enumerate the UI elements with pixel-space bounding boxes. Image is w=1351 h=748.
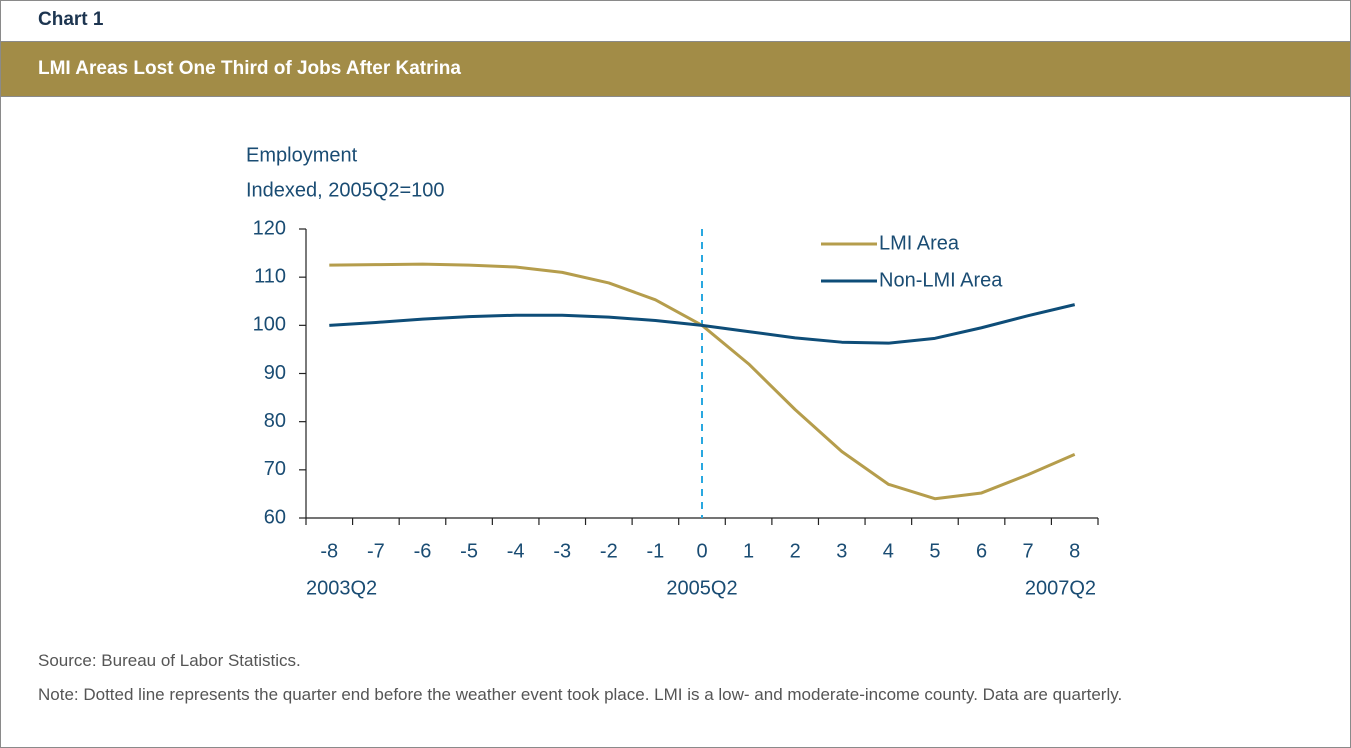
y-tick-label: 90 [264, 362, 286, 384]
chart-label: Chart 1 [38, 9, 104, 30]
x-tick-label: 0 [696, 540, 707, 562]
x-tick-label: 6 [976, 540, 987, 562]
y-axis-label: Employment [246, 144, 358, 166]
x-tick-label: -7 [367, 540, 385, 562]
period-label: 2005Q2 [666, 577, 737, 599]
x-tick-label: -1 [647, 540, 665, 562]
x-tick-label: 5 [929, 540, 940, 562]
legend-label: Non-LMI Area [879, 269, 1003, 291]
y-tick-label: 60 [264, 506, 286, 528]
period-label: 2003Q2 [306, 577, 377, 599]
y-tick-label: 120 [253, 217, 286, 239]
x-tick-label: 3 [836, 540, 847, 562]
x-tick-label: -2 [600, 540, 618, 562]
x-tick-label: -5 [460, 540, 478, 562]
x-tick-label: 2 [790, 540, 801, 562]
period-label: 2007Q2 [1025, 577, 1096, 599]
y-tick-label: 100 [253, 314, 286, 336]
x-tick-label: 7 [1023, 540, 1034, 562]
x-tick-label: -8 [320, 540, 338, 562]
chart-title: LMI Areas Lost One Third of Jobs After K… [38, 58, 461, 79]
x-tick-label: 8 [1069, 540, 1080, 562]
source: Source: Bureau of Labor Statistics. [38, 651, 301, 670]
title-bar: LMI Areas Lost One Third of Jobs After K… [1, 41, 1350, 97]
y-axis-label: Indexed, 2005Q2=100 [246, 179, 445, 201]
x-tick-label: -3 [553, 540, 571, 562]
x-tick-label: -6 [414, 540, 432, 562]
x-tick-label: -4 [507, 540, 525, 562]
y-tick-label: 110 [254, 265, 286, 287]
note: Note: Dotted line represents the quarter… [38, 685, 1123, 704]
x-tick-label: 4 [883, 540, 894, 562]
x-tick-label: 1 [743, 540, 754, 562]
y-tick-label: 70 [264, 458, 286, 480]
y-tick-label: 80 [264, 410, 286, 432]
series-line [329, 303, 1076, 345]
legend-label: LMI Area [879, 232, 960, 254]
